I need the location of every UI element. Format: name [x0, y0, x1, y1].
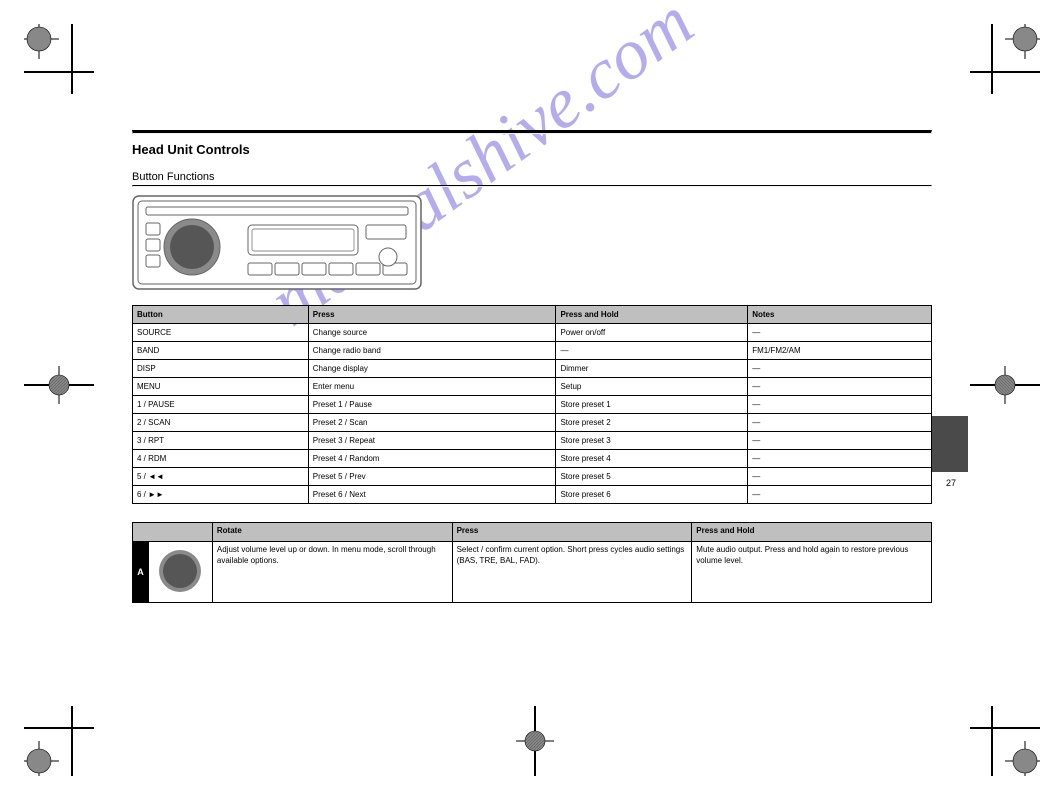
button-functions-table: ButtonPressPress and HoldNotesSOURCEChan…: [132, 305, 932, 504]
crop-mark-icon: [24, 350, 94, 420]
table-row: SOURCEChange sourcePower on/off—: [133, 324, 932, 342]
table-row: BANDChange radio band—FM1/FM2/AM: [133, 342, 932, 360]
table-header: Press and Hold: [692, 523, 932, 542]
table-row: 3 / RPTPreset 3 / RepeatStore preset 3—: [133, 432, 932, 450]
table-row: A Adjust volume level up or down. In men…: [133, 542, 932, 603]
table-row: DISPChange displayDimmer—: [133, 360, 932, 378]
section-title: Head Unit Controls: [132, 142, 932, 157]
subsection-title: Button Functions: [132, 171, 932, 183]
table-header: Press and Hold: [556, 306, 748, 324]
table-header: Rotate: [212, 523, 452, 542]
rule-under-subtitle: [132, 185, 932, 187]
table-row: 4 / RDMPreset 4 / RandomStore preset 4—: [133, 450, 932, 468]
table-row: 1 / PAUSEPreset 1 / PauseStore preset 1—: [133, 396, 932, 414]
page-number: 27: [946, 478, 956, 488]
table-row: 5 / ◄◄Preset 5 / PrevStore preset 5—: [133, 468, 932, 486]
table-row: MENUEnter menuSetup—: [133, 378, 932, 396]
table-row: 6 / ►►Preset 6 / NextStore preset 6—: [133, 486, 932, 504]
table-header: Press: [452, 523, 692, 542]
crop-mark-icon: [970, 24, 1040, 94]
table-header: Notes: [748, 306, 932, 324]
crop-mark-icon: [970, 706, 1040, 776]
table-header: Press: [308, 306, 556, 324]
table-header: Button: [133, 306, 309, 324]
crop-mark-icon: [500, 706, 570, 776]
stereo-illustration: [132, 195, 932, 295]
knob-row-label: A: [133, 542, 149, 603]
knob-icon: [148, 542, 212, 603]
crop-mark-icon: [24, 706, 94, 776]
crop-mark-icon: [24, 24, 94, 94]
page-thumb-tab: [932, 416, 968, 472]
crop-mark-icon: [970, 350, 1040, 420]
knob-functions-table: RotatePressPress and HoldA Adjust volume…: [132, 522, 932, 603]
table-row: 2 / SCANPreset 2 / ScanStore preset 2—: [133, 414, 932, 432]
rule-top: [132, 130, 932, 134]
